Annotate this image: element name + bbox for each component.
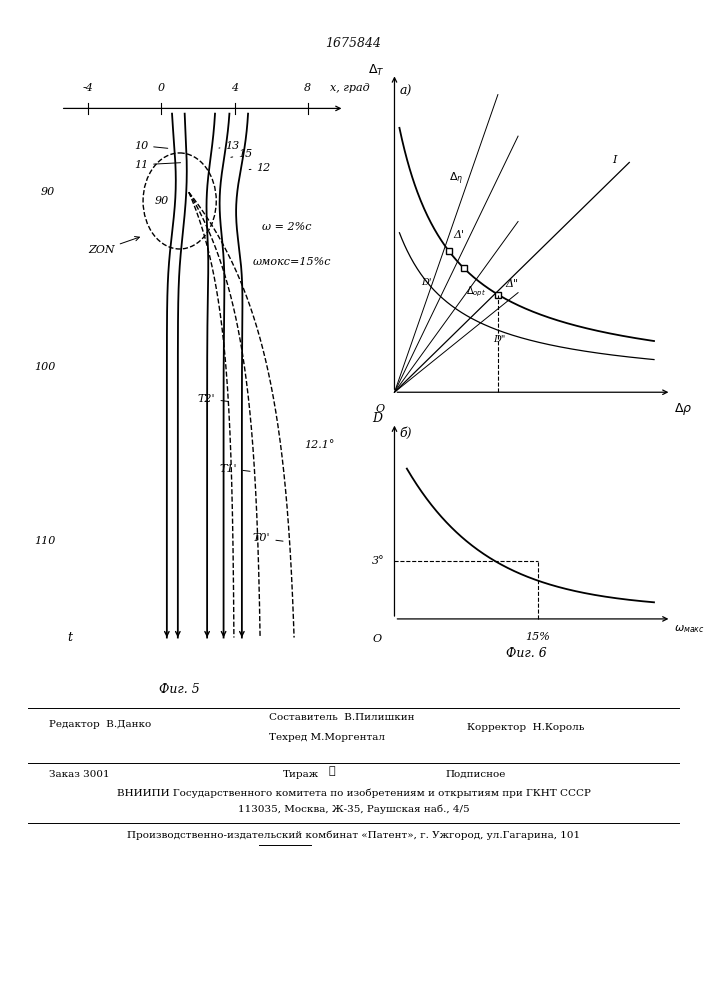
Text: 113035, Москва, Ж-35, Раушская наб., 4/5: 113035, Москва, Ж-35, Раушская наб., 4/5 (238, 805, 469, 814)
Text: Δ': Δ' (454, 230, 464, 240)
Text: D: D (372, 412, 382, 425)
Text: T1': T1' (220, 464, 250, 474)
Text: 15%: 15% (525, 632, 550, 642)
Text: 12: 12 (249, 163, 271, 173)
Text: $\Delta_T$: $\Delta_T$ (368, 63, 385, 78)
Text: 1675844: 1675844 (325, 37, 382, 50)
Text: 110: 110 (34, 536, 55, 546)
Text: x, град: x, град (329, 83, 369, 93)
Text: D': D' (421, 278, 431, 287)
Text: O: O (373, 634, 382, 644)
Text: 15: 15 (231, 149, 252, 159)
Text: 90: 90 (154, 196, 168, 206)
Text: ВНИИПИ Государственного комитета по изобретениям и открытиям при ГКНТ СССР: ВНИИПИ Государственного комитета по изоб… (117, 788, 590, 798)
Text: 11: 11 (134, 160, 180, 170)
Text: $\omega_{\mathit{макс}}$: $\omega_{\mathit{макс}}$ (674, 623, 705, 635)
Text: Редактор  В.Данко: Редактор В.Данко (49, 720, 152, 729)
Text: 8: 8 (304, 83, 311, 93)
Text: I: I (612, 155, 617, 165)
Text: Тираж: Тираж (283, 770, 319, 779)
Text: 100: 100 (34, 362, 55, 372)
Text: 3°: 3° (372, 556, 385, 566)
Text: $\Delta_\eta$: $\Delta_\eta$ (449, 171, 463, 187)
Text: а): а) (399, 85, 411, 98)
Text: Фиг. 5: Фиг. 5 (159, 683, 200, 696)
Text: T2': T2' (198, 394, 228, 404)
Text: Фиг. 6: Фиг. 6 (506, 647, 547, 660)
Text: D": D" (493, 335, 506, 344)
Text: Техред М.Моргентал: Техред М.Моргентал (269, 733, 385, 742)
Text: ω = 2%с: ω = 2%с (262, 222, 312, 232)
Text: ✓: ✓ (329, 766, 335, 776)
Text: O: O (375, 404, 385, 414)
Text: б): б) (399, 427, 412, 440)
Text: Корректор  Н.Король: Корректор Н.Король (467, 723, 584, 732)
Text: -4: -4 (83, 83, 93, 93)
Text: Подписное: Подписное (445, 770, 506, 779)
Text: 10: 10 (134, 141, 168, 151)
Text: 4: 4 (231, 83, 238, 93)
Text: Составитель  В.Пилишкин: Составитель В.Пилишкин (269, 713, 414, 722)
Text: Производственно-издательский комбинат «Патент», г. Ужгород, ул.Гагарина, 101: Производственно-издательский комбинат «П… (127, 830, 580, 840)
Text: $\Delta\rho$: $\Delta\rho$ (674, 401, 692, 417)
Text: 0: 0 (158, 83, 165, 93)
Text: 90: 90 (41, 187, 55, 197)
Text: 13: 13 (219, 141, 240, 151)
Text: 12.1°: 12.1° (304, 440, 334, 450)
Text: ωмокс=15%с: ωмокс=15%с (253, 257, 332, 267)
Text: T0': T0' (253, 533, 283, 543)
Text: t: t (67, 631, 72, 644)
Text: Заказ 3001: Заказ 3001 (49, 770, 110, 779)
Text: Δ": Δ" (506, 279, 519, 289)
Text: $\Delta_{opt}$: $\Delta_{opt}$ (466, 285, 486, 299)
Text: ZON: ZON (88, 237, 139, 255)
